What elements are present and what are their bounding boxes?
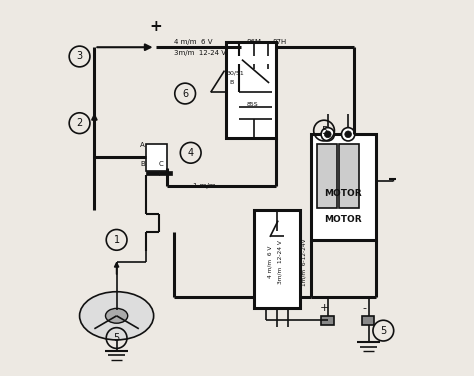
- Text: 4: 4: [188, 148, 194, 158]
- Text: A: A: [140, 143, 145, 149]
- Bar: [146, 171, 159, 175]
- Bar: [254, 210, 300, 308]
- Text: +: +: [319, 303, 329, 313]
- Text: +: +: [149, 19, 162, 34]
- Text: -: -: [363, 303, 367, 313]
- Text: 5: 5: [380, 326, 386, 336]
- Text: 5: 5: [113, 333, 120, 343]
- Bar: [321, 316, 334, 325]
- Bar: [311, 134, 376, 240]
- Text: MOTOR: MOTOR: [324, 215, 361, 224]
- Text: 5: 5: [321, 126, 327, 136]
- Bar: [317, 144, 337, 208]
- Text: C: C: [159, 161, 164, 167]
- Text: 2: 2: [76, 118, 82, 128]
- Ellipse shape: [106, 308, 128, 323]
- Bar: [159, 171, 172, 175]
- Text: 30/51: 30/51: [227, 71, 245, 76]
- Bar: [146, 144, 167, 171]
- Text: 1 m/m: 1 m/m: [192, 183, 215, 189]
- Text: 1: 1: [114, 235, 119, 245]
- Ellipse shape: [80, 292, 154, 340]
- Text: 3m/m  12-24 V: 3m/m 12-24 V: [277, 240, 282, 284]
- Text: MOTOR: MOTOR: [324, 189, 361, 198]
- Text: 3m/m  12-24 V: 3m/m 12-24 V: [174, 50, 226, 56]
- Circle shape: [345, 131, 351, 138]
- Bar: [226, 42, 276, 138]
- Text: 87H: 87H: [272, 39, 286, 45]
- Text: 6: 6: [182, 88, 188, 99]
- Circle shape: [321, 127, 335, 141]
- Circle shape: [341, 127, 355, 141]
- Bar: [339, 144, 359, 208]
- Circle shape: [324, 131, 331, 138]
- Text: B: B: [140, 161, 145, 167]
- Text: 4 m/m  6 V: 4 m/m 6 V: [268, 246, 273, 278]
- Text: 86M: 86M: [246, 39, 261, 45]
- Text: 85S: 85S: [246, 102, 258, 107]
- Text: 1m/m  6-12-24V: 1m/m 6-12-24V: [301, 238, 306, 286]
- Text: B: B: [229, 80, 234, 85]
- Bar: [362, 316, 374, 325]
- Text: 4 m/m  6 V: 4 m/m 6 V: [174, 39, 212, 45]
- Text: 3: 3: [76, 52, 82, 62]
